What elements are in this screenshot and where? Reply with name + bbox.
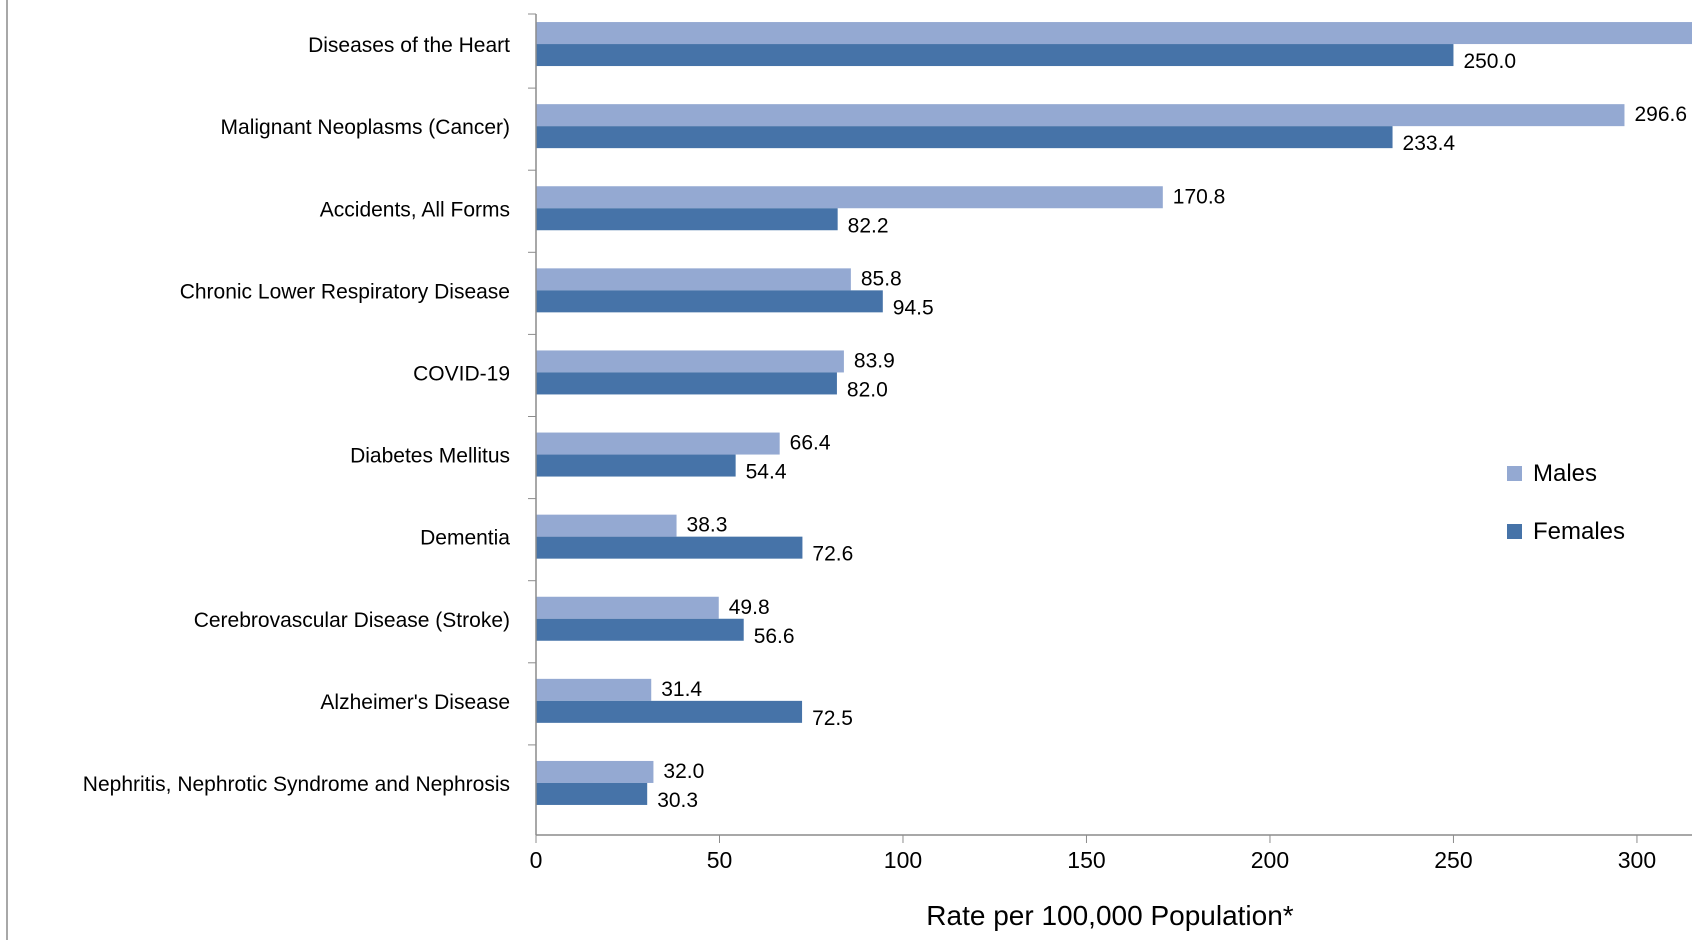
bar-males <box>536 22 1692 45</box>
category-label: COVID-19 <box>413 362 510 385</box>
bar-females <box>536 290 883 313</box>
value-label: 49.8 <box>729 596 770 619</box>
bar-males <box>536 432 780 455</box>
category-label: Malignant Neoplasms (Cancer) <box>221 116 510 139</box>
bar-males <box>536 760 654 783</box>
legend-label-females: Females <box>1533 518 1625 545</box>
category-label: Accidents, All Forms <box>320 198 510 221</box>
value-label: 296.6 <box>1634 103 1687 126</box>
bar-males <box>536 186 1163 209</box>
value-label: 94.5 <box>893 296 934 319</box>
value-label: 82.2 <box>848 214 889 237</box>
value-label: 38.3 <box>687 514 728 537</box>
value-label: 66.4 <box>790 432 831 455</box>
x-tick-label: 150 <box>1067 847 1105 873</box>
x-tick-label: 300 <box>1618 847 1656 873</box>
bar-females <box>536 536 803 559</box>
x-tick-label: 100 <box>884 847 922 873</box>
category-label: Dementia <box>420 527 510 550</box>
value-label: 54.4 <box>746 461 787 484</box>
x-tick-label: 50 <box>707 847 733 873</box>
value-label: 31.4 <box>661 678 702 701</box>
bar-males <box>536 678 652 701</box>
value-label: 233.4 <box>1403 132 1456 155</box>
value-label: 250.0 <box>1463 50 1516 73</box>
category-label: Chronic Lower Respiratory Disease <box>180 280 510 303</box>
bar-females <box>536 618 744 641</box>
category-label: Alzheimer's Disease <box>320 691 510 714</box>
x-tick-label: 200 <box>1251 847 1289 873</box>
bar-males <box>536 350 844 373</box>
category-label: Nephritis, Nephrotic Syndrome and Nephro… <box>83 773 510 796</box>
legend-swatch-females <box>1507 524 1522 539</box>
category-label: Diabetes Mellitus <box>350 445 510 468</box>
bar-females <box>536 126 1393 149</box>
value-label: 32.0 <box>663 760 704 783</box>
value-label: 56.6 <box>754 625 795 648</box>
bar-females <box>536 700 803 723</box>
bar-males <box>536 268 851 291</box>
bar-females <box>536 372 837 395</box>
bar-males <box>536 514 677 537</box>
legend-swatch-males <box>1507 466 1522 481</box>
value-label: 72.5 <box>812 707 853 730</box>
legend-label-males: Males <box>1533 460 1597 487</box>
bar-males <box>536 596 719 619</box>
bar-males <box>536 104 1625 127</box>
x-axis-title: Rate per 100,000 Population* <box>926 900 1293 931</box>
value-label: 83.9 <box>854 349 895 372</box>
value-label: 72.6 <box>812 543 853 566</box>
bar-females <box>536 208 838 231</box>
bar-females <box>536 782 648 805</box>
value-label: 82.0 <box>847 378 888 401</box>
value-label: 85.8 <box>861 267 902 290</box>
x-tick-label: 250 <box>1434 847 1472 873</box>
x-tick-label: 0 <box>530 847 543 873</box>
bar-females <box>536 454 736 477</box>
value-label: 30.3 <box>657 789 698 812</box>
value-label: 170.8 <box>1173 185 1226 208</box>
category-label: Cerebrovascular Disease (Stroke) <box>194 609 510 632</box>
category-label: Diseases of the Heart <box>308 34 510 57</box>
bar-females <box>536 44 1454 67</box>
